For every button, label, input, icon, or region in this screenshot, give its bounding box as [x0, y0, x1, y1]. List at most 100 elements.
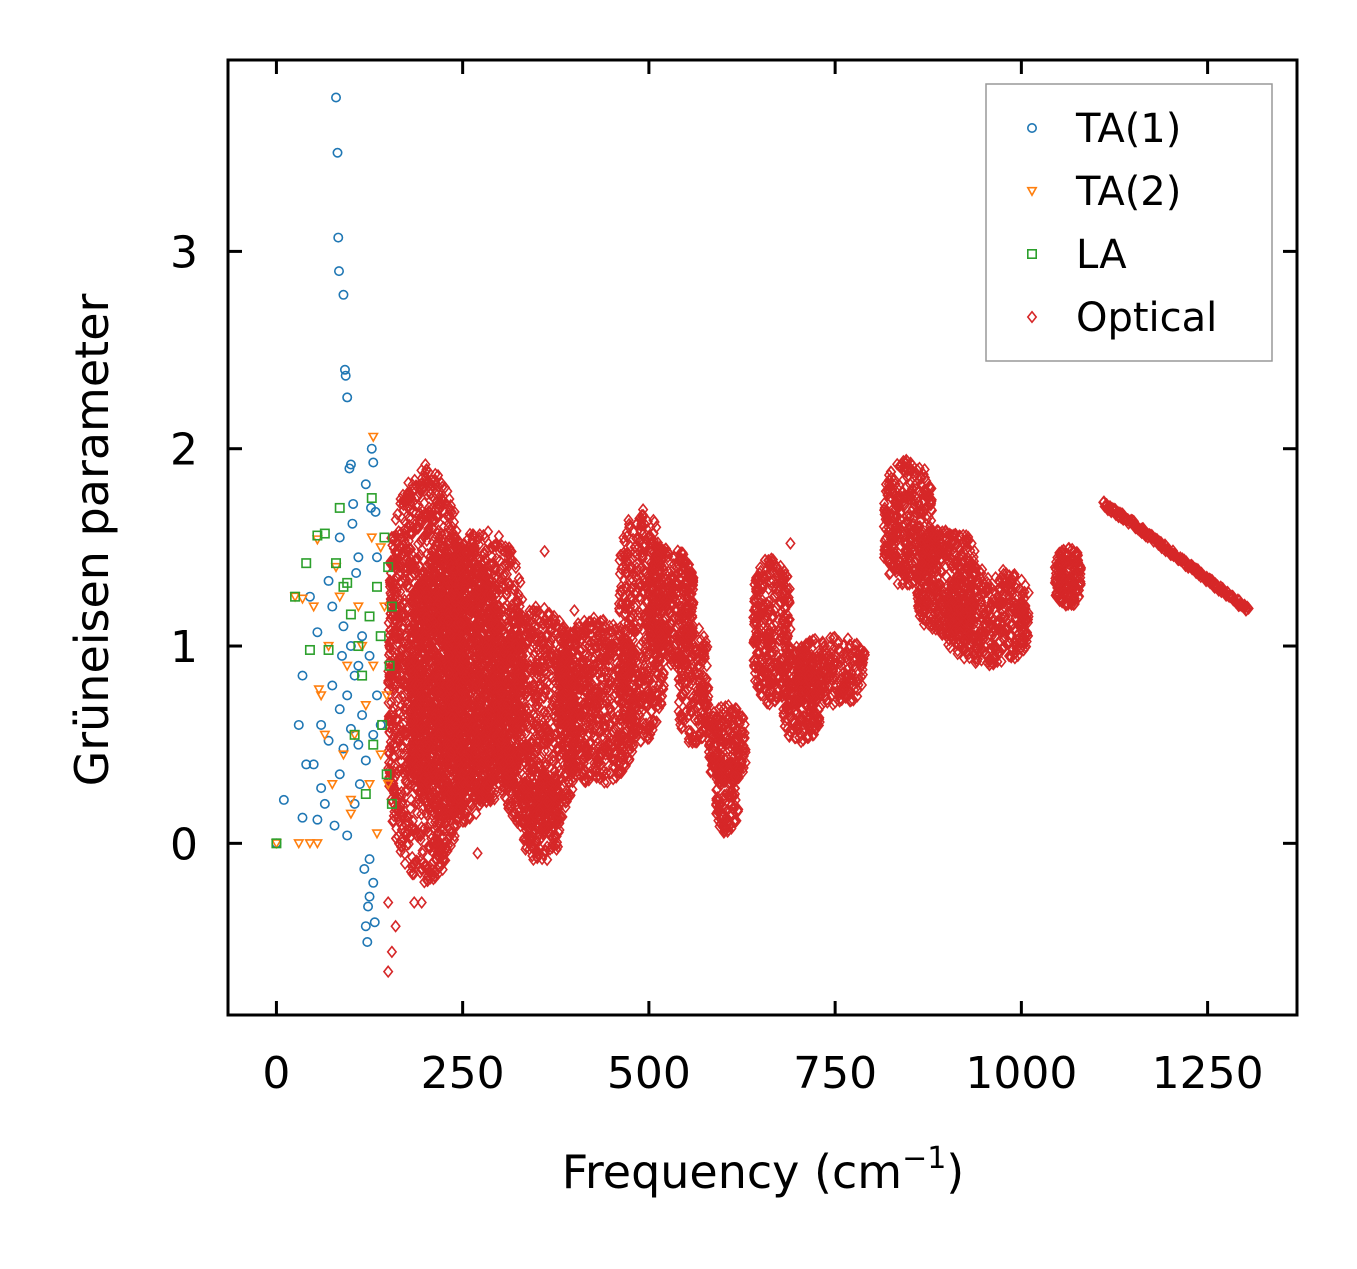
point-optical [417, 846, 428, 860]
point-optical [429, 834, 441, 848]
point-optical [465, 575, 476, 589]
point-optical [411, 564, 422, 578]
point-optical [418, 779, 429, 793]
point-optical [415, 827, 426, 841]
point-optical [406, 706, 417, 720]
point-optical [452, 763, 463, 777]
point-optical [454, 605, 466, 619]
point-optical [448, 806, 459, 820]
point-optical [410, 796, 422, 810]
point-optical [436, 791, 447, 805]
point-optical [402, 783, 413, 797]
point-optical [454, 555, 466, 569]
point-optical [449, 783, 460, 797]
point-optical [401, 838, 412, 852]
point-optical [442, 509, 453, 523]
point-optical [434, 669, 446, 683]
point-optical [411, 479, 423, 493]
point-optical [388, 782, 399, 796]
point-optical [467, 714, 478, 728]
point-optical [478, 725, 490, 739]
point-optical [464, 811, 475, 825]
point-optical [392, 714, 403, 728]
point-optical [406, 754, 418, 768]
point-optical [414, 481, 426, 495]
point-optical [392, 809, 404, 823]
point-optical [395, 497, 406, 511]
point-optical [433, 717, 445, 731]
point-optical [429, 590, 440, 604]
point-optical [445, 825, 457, 839]
point-optical [491, 586, 502, 600]
point-optical [416, 471, 428, 485]
point-optical [513, 571, 525, 585]
point-optical [437, 480, 448, 494]
point-optical [447, 629, 458, 643]
point-optical [422, 775, 433, 790]
point-optical [467, 679, 478, 693]
point-optical [437, 585, 448, 599]
point-optical [448, 531, 459, 545]
point-optical [468, 759, 479, 773]
point-optical [406, 744, 418, 758]
point-optical [410, 771, 421, 785]
point-optical [403, 837, 414, 851]
point-optical [460, 688, 471, 702]
point-optical [429, 795, 440, 809]
point-optical [409, 726, 420, 741]
point-optical [442, 606, 454, 620]
point-optical [388, 759, 399, 773]
point-optical [460, 709, 472, 723]
point-optical [442, 800, 454, 814]
point-optical [424, 573, 436, 587]
point-optical [416, 862, 428, 876]
point-optical [393, 524, 404, 538]
point-optical [403, 518, 415, 532]
point-optical [434, 803, 445, 817]
point-optical [428, 806, 440, 820]
point-optical [402, 578, 413, 592]
point-optical [389, 614, 401, 628]
point-optical [390, 831, 402, 845]
point-optical [434, 745, 445, 759]
point-optical [442, 659, 454, 673]
point-optical [502, 544, 514, 559]
point-optical [419, 566, 431, 580]
point-optical [427, 509, 438, 524]
point-optical [435, 575, 447, 589]
point-optical [405, 801, 416, 815]
point-optical [412, 551, 423, 565]
point-optical [478, 546, 490, 560]
point-optical [437, 498, 448, 512]
point-optical [428, 720, 440, 734]
point-optical [395, 574, 406, 588]
point-optical [402, 552, 414, 566]
point-optical [397, 538, 409, 552]
point-optical [423, 523, 434, 537]
point-optical [432, 751, 443, 765]
point-optical [479, 552, 491, 566]
point-optical [396, 641, 408, 655]
point-optical [438, 494, 449, 508]
point-optical [433, 726, 445, 740]
point-optical [424, 739, 435, 753]
point-optical [410, 560, 421, 574]
point-optical [428, 615, 440, 629]
point-optical [410, 506, 422, 520]
point-optical [455, 729, 466, 743]
point-optical [455, 796, 466, 810]
point-optical [421, 611, 432, 625]
point-optical [435, 779, 447, 793]
point-optical [398, 619, 409, 633]
point-optical [412, 763, 424, 777]
point-optical [399, 593, 410, 607]
point-optical [424, 505, 435, 519]
point-optical [391, 667, 402, 682]
point-optical [436, 844, 447, 858]
point-optical [416, 807, 427, 821]
point-optical [444, 627, 456, 641]
point-optical [450, 713, 461, 727]
point-optical [444, 710, 455, 724]
point-optical [477, 741, 489, 755]
